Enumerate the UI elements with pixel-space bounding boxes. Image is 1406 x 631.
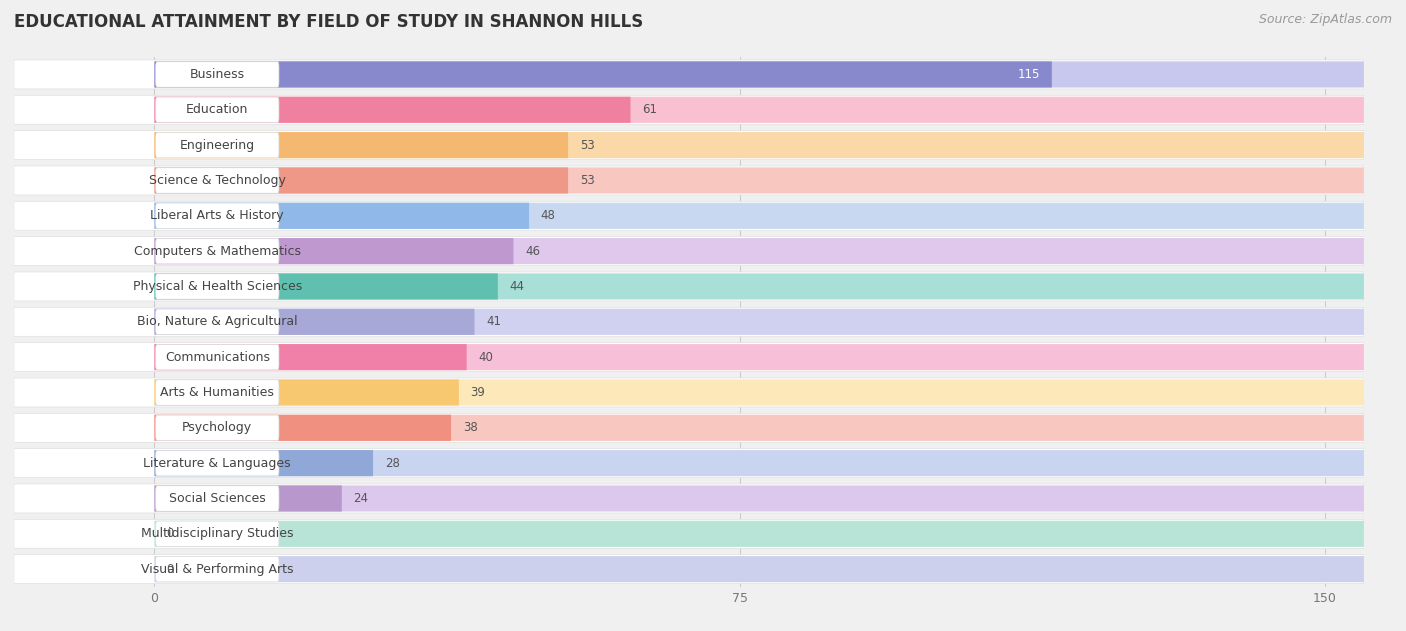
FancyBboxPatch shape [155, 132, 568, 158]
Text: Engineering: Engineering [180, 139, 254, 151]
FancyBboxPatch shape [156, 345, 278, 370]
FancyBboxPatch shape [155, 415, 451, 441]
FancyBboxPatch shape [155, 379, 1364, 406]
Text: 24: 24 [353, 492, 368, 505]
Text: Computers & Mathematics: Computers & Mathematics [134, 245, 301, 257]
FancyBboxPatch shape [155, 344, 1364, 370]
FancyBboxPatch shape [14, 307, 1364, 336]
FancyBboxPatch shape [156, 380, 278, 405]
FancyBboxPatch shape [156, 521, 278, 546]
FancyBboxPatch shape [155, 61, 1052, 88]
Text: Business: Business [190, 68, 245, 81]
FancyBboxPatch shape [14, 201, 1364, 230]
Text: 0: 0 [166, 528, 173, 540]
FancyBboxPatch shape [155, 485, 342, 512]
Text: Literature & Languages: Literature & Languages [143, 457, 291, 469]
Text: Social Sciences: Social Sciences [169, 492, 266, 505]
Text: 115: 115 [1018, 68, 1040, 81]
Text: Bio, Nature & Agricultural: Bio, Nature & Agricultural [136, 316, 298, 328]
Text: Visual & Performing Arts: Visual & Performing Arts [141, 563, 294, 575]
FancyBboxPatch shape [155, 97, 630, 123]
FancyBboxPatch shape [155, 61, 1364, 88]
Text: Communications: Communications [165, 351, 270, 363]
FancyBboxPatch shape [155, 485, 1364, 512]
FancyBboxPatch shape [14, 484, 1364, 513]
FancyBboxPatch shape [14, 413, 1364, 442]
FancyBboxPatch shape [156, 168, 278, 193]
FancyBboxPatch shape [155, 521, 1364, 547]
FancyBboxPatch shape [155, 344, 467, 370]
Text: Education: Education [186, 103, 249, 116]
FancyBboxPatch shape [155, 273, 1364, 300]
Text: 48: 48 [541, 209, 555, 222]
FancyBboxPatch shape [14, 378, 1364, 407]
Text: Psychology: Psychology [183, 422, 252, 434]
Text: 41: 41 [486, 316, 501, 328]
Text: Multidisciplinary Studies: Multidisciplinary Studies [141, 528, 294, 540]
FancyBboxPatch shape [155, 167, 568, 194]
FancyBboxPatch shape [155, 556, 1364, 582]
FancyBboxPatch shape [156, 97, 278, 122]
FancyBboxPatch shape [155, 238, 1364, 264]
Text: Source: ZipAtlas.com: Source: ZipAtlas.com [1258, 13, 1392, 26]
FancyBboxPatch shape [155, 309, 1364, 335]
FancyBboxPatch shape [14, 449, 1364, 478]
FancyBboxPatch shape [156, 203, 278, 228]
FancyBboxPatch shape [156, 309, 278, 334]
FancyBboxPatch shape [155, 203, 1364, 229]
FancyBboxPatch shape [14, 343, 1364, 372]
FancyBboxPatch shape [155, 450, 1364, 476]
FancyBboxPatch shape [155, 203, 529, 229]
Text: Physical & Health Sciences: Physical & Health Sciences [132, 280, 302, 293]
Text: Science & Technology: Science & Technology [149, 174, 285, 187]
FancyBboxPatch shape [14, 555, 1364, 584]
Text: EDUCATIONAL ATTAINMENT BY FIELD OF STUDY IN SHANNON HILLS: EDUCATIONAL ATTAINMENT BY FIELD OF STUDY… [14, 13, 644, 31]
FancyBboxPatch shape [155, 238, 513, 264]
FancyBboxPatch shape [14, 519, 1364, 548]
FancyBboxPatch shape [155, 309, 474, 335]
Text: 61: 61 [643, 103, 657, 116]
FancyBboxPatch shape [14, 131, 1364, 160]
Text: 0: 0 [166, 563, 173, 575]
FancyBboxPatch shape [14, 95, 1364, 124]
FancyBboxPatch shape [156, 133, 278, 158]
Text: 53: 53 [579, 139, 595, 151]
FancyBboxPatch shape [155, 450, 373, 476]
FancyBboxPatch shape [156, 62, 278, 87]
Text: 40: 40 [478, 351, 494, 363]
FancyBboxPatch shape [156, 451, 278, 476]
FancyBboxPatch shape [14, 166, 1364, 195]
FancyBboxPatch shape [155, 167, 1364, 194]
Text: 39: 39 [471, 386, 485, 399]
Text: Arts & Humanities: Arts & Humanities [160, 386, 274, 399]
FancyBboxPatch shape [155, 415, 1364, 441]
FancyBboxPatch shape [156, 486, 278, 511]
FancyBboxPatch shape [155, 97, 1364, 123]
Text: Liberal Arts & History: Liberal Arts & History [150, 209, 284, 222]
FancyBboxPatch shape [155, 132, 1364, 158]
Text: 53: 53 [579, 174, 595, 187]
FancyBboxPatch shape [155, 273, 498, 300]
Text: 38: 38 [463, 422, 478, 434]
FancyBboxPatch shape [156, 239, 278, 264]
Text: 44: 44 [509, 280, 524, 293]
FancyBboxPatch shape [14, 60, 1364, 89]
FancyBboxPatch shape [14, 237, 1364, 266]
FancyBboxPatch shape [14, 272, 1364, 301]
Text: 28: 28 [385, 457, 399, 469]
Text: 46: 46 [524, 245, 540, 257]
FancyBboxPatch shape [156, 415, 278, 440]
FancyBboxPatch shape [156, 274, 278, 299]
FancyBboxPatch shape [155, 379, 458, 406]
FancyBboxPatch shape [156, 557, 278, 582]
